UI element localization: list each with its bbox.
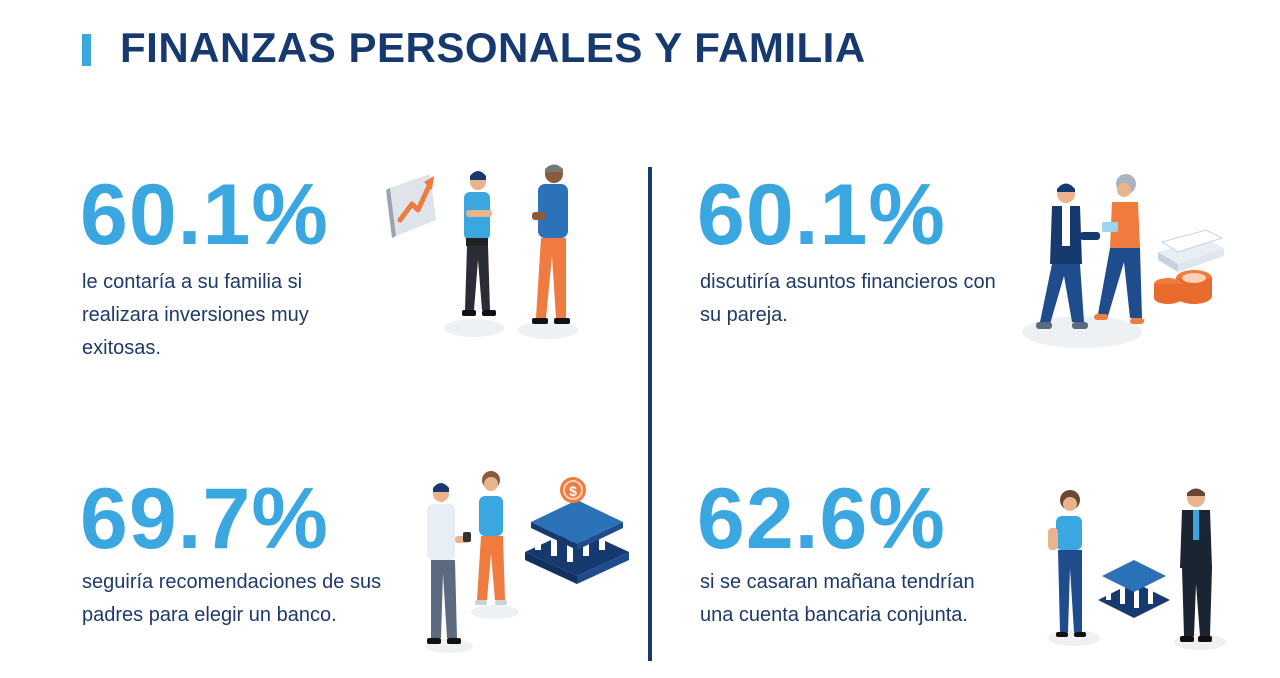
stat-value: 62.6% — [697, 471, 946, 567]
growth-chart-icon — [386, 174, 436, 238]
title-accent-bar — [82, 34, 91, 66]
woman-orange-pants-figure — [475, 471, 507, 605]
couple-bank-building-icon: $ — [415, 470, 630, 660]
stat-description: seguiría recomendaciones de sus padres p… — [82, 571, 382, 626]
man-walking-suit-figure — [1036, 183, 1100, 329]
small-bank-icon — [1098, 560, 1170, 618]
man-white-shirt-figure — [427, 483, 471, 644]
woman-blue-dress-figure — [1048, 490, 1086, 637]
bank-building-icon: $ — [525, 477, 629, 584]
two-men-talking-growth-chart-icon — [386, 160, 596, 345]
stat-description: si se casaran mañana tendrían una cuenta… — [700, 571, 975, 626]
stat-description: le contaría a su familia si realizara in… — [82, 271, 309, 359]
couple-walking-money-stacks-icon — [1018, 172, 1230, 362]
couple-bank-icon — [1040, 488, 1230, 663]
column-divider — [648, 167, 652, 661]
man-dark-suit-figure — [1180, 488, 1212, 642]
woman-walking-figure — [1094, 174, 1144, 324]
svg-text:$: $ — [569, 483, 577, 499]
stat-value: 60.1% — [697, 167, 946, 263]
man-orange-pants-figure — [518, 164, 578, 339]
stat-value: 60.1% — [80, 167, 329, 263]
page-title: FINANZAS PERSONALES Y FAMILIA — [120, 24, 866, 71]
stat-description: discutiría asuntos financieros con su pa… — [700, 271, 996, 326]
money-stacks-icon — [1154, 229, 1224, 304]
man-blue-shirt-figure — [444, 171, 504, 337]
stat-value: 69.7% — [80, 471, 329, 567]
